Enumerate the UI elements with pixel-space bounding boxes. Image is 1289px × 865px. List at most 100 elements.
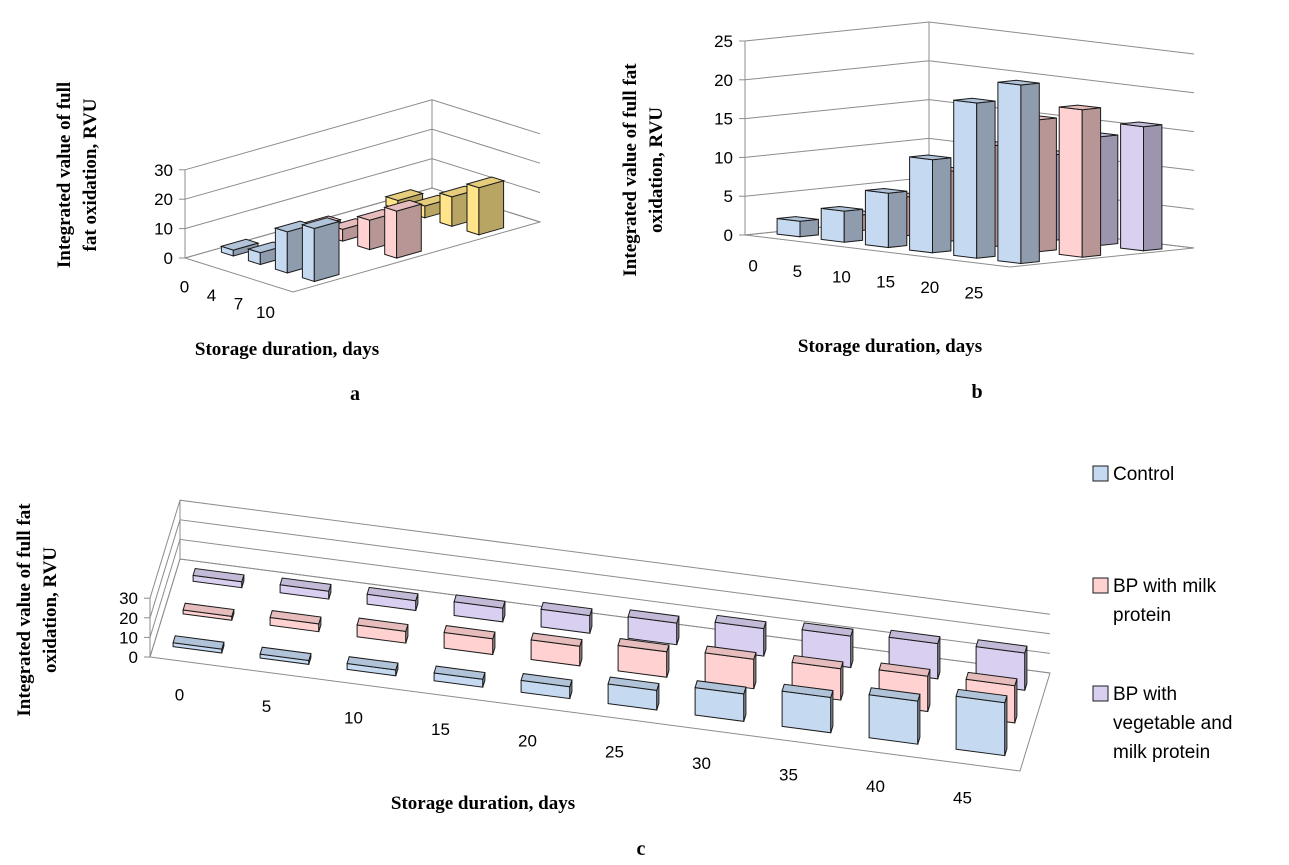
bars (172, 567, 1028, 757)
y-tick-label: 30 (154, 161, 173, 180)
x-tick-labels: 0 5 10 15 20 25 (748, 257, 983, 303)
bar (694, 680, 747, 722)
bar (1120, 121, 1163, 252)
y-axis-title-line-2: oxidation, RVU (40, 547, 61, 673)
bar-top (356, 617, 409, 632)
bar-side (1081, 107, 1102, 258)
bar-side (1098, 134, 1119, 247)
plot-frame (183, 99, 542, 293)
bar (443, 625, 496, 656)
x-tick-label: 10 (832, 267, 851, 286)
bar-top (955, 688, 1008, 704)
y-tick-label: 10 (154, 220, 173, 239)
x-tick-label: 30 (692, 754, 711, 773)
bar (366, 586, 419, 612)
bar-top (182, 602, 235, 617)
bar (704, 645, 757, 690)
legend-label: Control (1113, 464, 1174, 485)
bar-top (1120, 121, 1162, 128)
x-tick-label: 0 (175, 686, 184, 705)
legend-label: protein (1113, 605, 1171, 626)
y-tick-label: 0 (129, 648, 138, 667)
y-axis-title-line-2: fat oxidation, RVU (80, 98, 101, 251)
y-tick-label: 15 (714, 110, 733, 129)
bar-side (799, 218, 819, 238)
y-tick-label: 30 (119, 589, 138, 608)
bar (820, 205, 864, 243)
bar-front (864, 189, 889, 249)
chart-panel-b: Integrated value of full fat oxidation, … (620, 21, 1195, 403)
x-tick-label: 35 (779, 766, 798, 785)
legend-swatch (1092, 685, 1109, 702)
bar-top (888, 629, 941, 645)
bar (607, 676, 660, 711)
x-tick-labels: 0 4 7 10 (180, 277, 275, 322)
bar-top (714, 614, 767, 630)
x-tick-label: 4 (207, 286, 216, 305)
bar-top (781, 683, 834, 699)
x-tick-label: 20 (518, 731, 537, 750)
legend-item: BP with milk protein (1092, 576, 1217, 626)
bar (269, 610, 322, 633)
bar-top (965, 671, 1018, 687)
bar-top (777, 216, 819, 222)
bar (346, 656, 399, 677)
x-tick-label: 40 (866, 777, 885, 796)
bar-side (887, 190, 908, 249)
legend-label: BP with (1113, 684, 1177, 705)
bar (356, 617, 409, 644)
bar (781, 683, 834, 734)
bar-front (997, 81, 1022, 265)
bar-top (219, 238, 260, 251)
legend-item: Control (1092, 464, 1174, 485)
y-tick-label: 10 (714, 148, 733, 167)
bar (953, 97, 996, 259)
x-tick-label: 7 (234, 294, 243, 313)
bar (382, 199, 424, 259)
y-tick-label: 20 (714, 71, 733, 90)
bar-top (453, 594, 506, 609)
x-tick-label: 0 (748, 257, 757, 276)
x-tick-label: 25 (605, 743, 624, 762)
bar (192, 567, 245, 589)
bar-side (313, 220, 340, 283)
gridline (744, 60, 1195, 94)
legend-swatch (1092, 577, 1109, 594)
bar-side (843, 208, 864, 243)
bar-top (953, 97, 996, 104)
bar-top (192, 567, 245, 583)
bar (465, 176, 506, 236)
y-tick-label: 5 (724, 187, 733, 206)
bar-top (909, 154, 951, 161)
bar (1058, 104, 1102, 258)
bar-top (172, 635, 225, 650)
bar-front (909, 156, 933, 254)
bar-side (932, 157, 952, 254)
bar (219, 238, 260, 257)
bar (300, 217, 341, 283)
bar-top (443, 625, 496, 640)
bar (182, 602, 235, 621)
x-axis-title: Storage duration, days (391, 793, 575, 814)
chart-panel-c: Integrated value of full fat oxidation, … (14, 499, 1051, 860)
bar (864, 187, 908, 249)
bar-top (520, 673, 573, 688)
y-tick-label: 20 (119, 609, 138, 628)
bar-side (478, 180, 505, 236)
bar-side (1020, 82, 1040, 265)
bar (776, 216, 819, 238)
x-tick-label: 15 (876, 273, 895, 292)
y-tick-label: 0 (164, 249, 173, 268)
legend-swatch (1092, 465, 1109, 482)
y-tick-label: 20 (154, 190, 173, 209)
bar-side (1004, 695, 1008, 756)
bar-top (259, 646, 312, 662)
legend-item: BP with vegetable and milk protein (1092, 684, 1232, 763)
bar (530, 632, 583, 667)
legend-label: vegetable and (1113, 713, 1232, 734)
y-tick-label: 0 (724, 226, 733, 245)
bar (955, 688, 1008, 757)
bar-top (821, 205, 863, 212)
bars (219, 176, 506, 283)
bar-top (801, 622, 854, 637)
